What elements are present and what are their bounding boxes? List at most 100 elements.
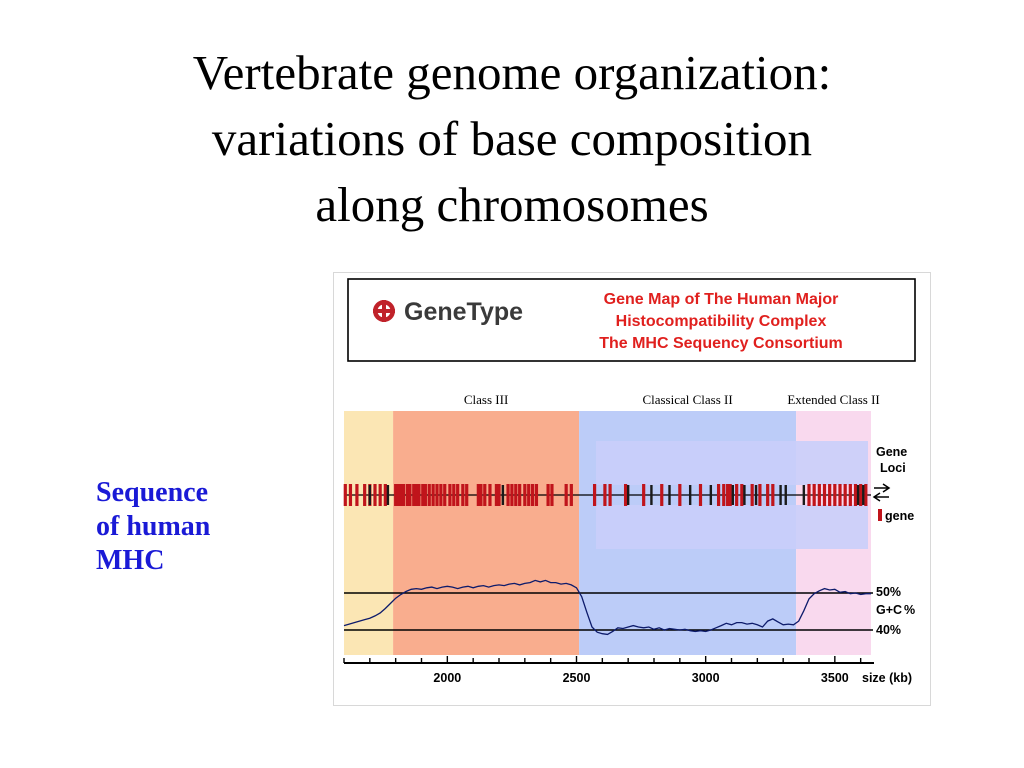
slide-title-line-3: along chromosomes: [315, 177, 709, 232]
locus-mark-10: [754, 485, 758, 505]
header-box: [347, 278, 916, 362]
gene-mark-22: [439, 484, 443, 506]
gene-mark-54: [698, 484, 703, 506]
gene-mark-47: [592, 484, 597, 506]
gene-mark-9: [396, 484, 400, 506]
gene-mark-74: [853, 484, 858, 506]
side-label-line-2: of human: [96, 511, 211, 542]
figure-header: GeneType Gene Map of The Human Major His…: [347, 278, 916, 362]
x-axis: 2000 2500 3000 3500: [343, 656, 874, 685]
x-tick-label-2500: 2500: [563, 671, 591, 685]
gene-mark-42: [534, 484, 539, 506]
slide-title: Vertebrate genome organization: variatio…: [0, 40, 1024, 238]
gene-mark-68: [822, 484, 827, 506]
gene-legend-swatch: [878, 509, 882, 521]
locus-mark-12: [784, 485, 787, 505]
side-label-line-1: Sequence: [96, 477, 208, 508]
gene-mark-38: [518, 484, 522, 506]
gene-mark-35: [506, 484, 510, 506]
gene-loci-label-line-2: Loci: [880, 461, 906, 475]
gene-mark-15: [414, 484, 418, 506]
gene-mark-6: [378, 484, 382, 506]
gene-mark-49: [608, 484, 612, 506]
gene-mark-56: [722, 484, 726, 506]
gene-mark-40: [527, 484, 531, 506]
gene-mark-59: [735, 484, 739, 506]
locus-mark-6: [688, 485, 692, 505]
locus-mark-5: [668, 485, 671, 505]
mhc-chart: GeneType Gene Map of The Human Major His…: [343, 278, 916, 685]
gene-mark-28: [465, 484, 469, 506]
gene-mark-10: [399, 484, 403, 506]
gene-mark-55: [716, 484, 721, 506]
gene-mark-46: [569, 484, 573, 506]
gene-mark-30: [479, 484, 483, 506]
gene-mark-14: [412, 484, 416, 506]
gene-mark-34: [497, 484, 501, 506]
gene-mark-58: [728, 484, 732, 506]
locus-mark-14: [856, 485, 860, 505]
gene-mark-75: [859, 484, 863, 506]
gene-mark-7: [383, 484, 387, 506]
gene-mark-13: [408, 484, 412, 506]
gene-mark-53: [678, 484, 682, 506]
gene-mark-51: [642, 484, 646, 506]
x-tick-label-2000: 2000: [433, 671, 461, 685]
gc-content-track: [343, 579, 873, 636]
header-title-line-3: The MHC Sequency Consortium: [599, 335, 843, 352]
slide-title-line-2: variations of base composition: [211, 111, 813, 166]
gene-mark-2: [355, 484, 359, 506]
gene-mark-24: [448, 484, 452, 506]
gene-mark-48: [603, 484, 607, 506]
gene-mark-23: [443, 484, 447, 506]
region-label-1: Class III: [464, 392, 508, 407]
gene-mark-57: [726, 484, 730, 506]
gene-loci-label-line-1: Gene: [876, 445, 907, 459]
gene-mark-18: [423, 484, 427, 506]
gene-mark-41: [530, 484, 535, 506]
gene-mark-70: [833, 484, 837, 506]
gene-mark-63: [766, 484, 770, 506]
gene-mark-33: [494, 484, 499, 506]
x-axis-label: size (kb): [862, 671, 912, 685]
gene-loci-track: [343, 484, 871, 506]
gene-mark-12: [405, 484, 409, 506]
region-band-0: [344, 411, 394, 655]
gene-mark-19: [427, 484, 431, 506]
class-ii-upper-box: [596, 441, 868, 485]
locus-mark-1: [386, 485, 390, 505]
locus-mark-13: [802, 485, 806, 505]
gene-mark-20: [431, 484, 435, 506]
gene-mark-31: [483, 484, 487, 506]
header-title-line-2: Histocompatibility Complex: [616, 313, 827, 330]
x-tick-label-3500: 3500: [821, 671, 849, 685]
gene-mark-8: [394, 484, 398, 506]
gene-mark-44: [550, 484, 554, 506]
gene-mark-26: [456, 484, 460, 506]
gene-mark-1: [348, 484, 353, 506]
locus-mark-0: [368, 485, 372, 505]
locus-mark-9: [743, 485, 746, 505]
gc-ylabel-line-2: %: [904, 603, 915, 617]
ref-line-40-label: 40%: [876, 623, 901, 637]
gene-mark-5: [373, 484, 377, 506]
gene-mark-39: [523, 484, 527, 506]
gene-mark-37: [514, 484, 518, 506]
gene-mark-36: [510, 484, 514, 506]
locus-mark-4: [650, 485, 653, 505]
region-band-1: [393, 411, 580, 655]
gene-mark-21: [435, 484, 439, 506]
gene-mark-60: [740, 484, 744, 506]
mhc-gene-map-figure: GeneType Gene Map of The Human Major His…: [333, 272, 931, 706]
gene-mark-65: [807, 484, 811, 506]
gene-mark-67: [817, 484, 821, 506]
locus-mark-11: [779, 485, 782, 505]
gene-mark-17: [421, 484, 425, 506]
gene-mark-45: [564, 484, 568, 506]
side-label-line-3: MHC: [96, 545, 165, 576]
locus-mark-8: [731, 485, 734, 505]
locus-mark-3: [626, 485, 630, 505]
gene-mark-29: [476, 484, 480, 506]
gene-mark-27: [461, 484, 465, 506]
gene-mark-61: [750, 484, 754, 506]
